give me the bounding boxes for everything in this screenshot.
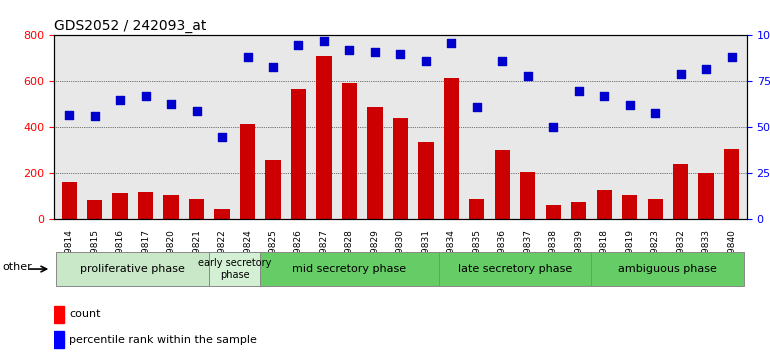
- Text: proliferative phase: proliferative phase: [80, 264, 186, 274]
- Point: [420, 58, 432, 64]
- Point: [293, 42, 305, 47]
- Text: percentile rank within the sample: percentile rank within the sample: [69, 335, 257, 345]
- Point: [343, 47, 356, 53]
- Point: [445, 40, 457, 46]
- Bar: [291, 90, 306, 219]
- Point: [267, 64, 280, 69]
- Bar: [698, 173, 714, 219]
- Point: [114, 97, 126, 103]
- Point: [470, 104, 483, 110]
- Bar: [724, 149, 739, 219]
- Bar: [521, 172, 535, 219]
- Point: [649, 110, 661, 115]
- Point: [624, 103, 636, 108]
- Bar: [189, 199, 204, 219]
- Point: [598, 93, 611, 99]
- Bar: [571, 202, 587, 219]
- Bar: [546, 205, 561, 219]
- Point: [89, 114, 101, 119]
- Point: [496, 58, 508, 64]
- Bar: [673, 164, 688, 219]
- FancyBboxPatch shape: [260, 252, 439, 286]
- Point: [700, 66, 712, 72]
- Bar: [112, 193, 128, 219]
- FancyBboxPatch shape: [591, 252, 745, 286]
- Bar: [367, 107, 383, 219]
- Bar: [494, 150, 510, 219]
- Bar: [87, 200, 102, 219]
- Point: [318, 38, 330, 44]
- Point: [139, 93, 152, 99]
- Point: [547, 125, 560, 130]
- Bar: [214, 209, 229, 219]
- Bar: [54, 331, 65, 348]
- Bar: [418, 142, 434, 219]
- Bar: [393, 118, 408, 219]
- Bar: [648, 199, 663, 219]
- Bar: [62, 182, 77, 219]
- Point: [190, 108, 203, 114]
- Text: late secretory phase: late secretory phase: [458, 264, 572, 274]
- Text: ambiguous phase: ambiguous phase: [618, 264, 718, 274]
- Bar: [316, 56, 332, 219]
- FancyBboxPatch shape: [209, 252, 260, 286]
- Bar: [342, 82, 357, 219]
- Bar: [54, 306, 65, 323]
- FancyBboxPatch shape: [56, 252, 209, 286]
- Bar: [163, 195, 179, 219]
- Point: [241, 55, 253, 60]
- Point: [165, 101, 177, 106]
- Point: [675, 71, 687, 77]
- Point: [521, 73, 534, 79]
- Bar: [597, 189, 612, 219]
- Point: [216, 134, 228, 139]
- Point: [573, 88, 585, 93]
- Text: other: other: [3, 262, 32, 272]
- Bar: [266, 160, 280, 219]
- Bar: [469, 199, 484, 219]
- Point: [394, 51, 407, 57]
- Bar: [240, 124, 255, 219]
- Point: [725, 55, 738, 60]
- Point: [369, 49, 381, 55]
- Bar: [138, 192, 153, 219]
- Text: count: count: [69, 309, 101, 319]
- Text: early secretory
phase: early secretory phase: [198, 258, 272, 280]
- Text: GDS2052 / 242093_at: GDS2052 / 242093_at: [54, 19, 206, 33]
- Bar: [622, 195, 638, 219]
- Point: [63, 112, 75, 118]
- FancyBboxPatch shape: [439, 252, 591, 286]
- Bar: [444, 78, 459, 219]
- Text: mid secretory phase: mid secretory phase: [293, 264, 407, 274]
